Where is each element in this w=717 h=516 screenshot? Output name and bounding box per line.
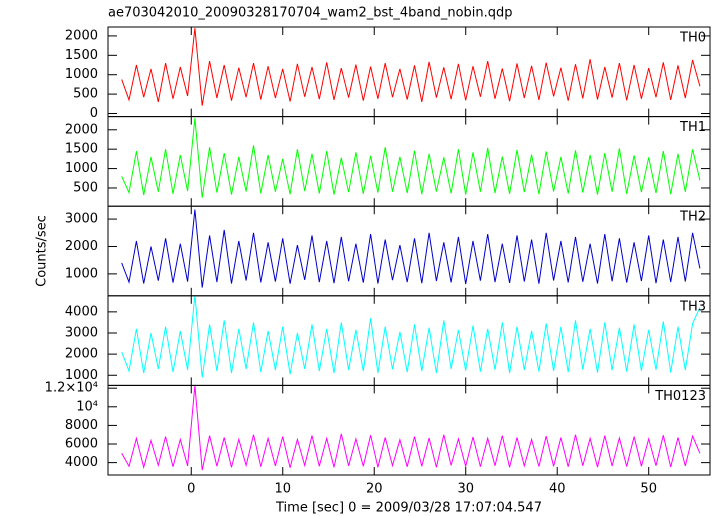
- panel-frame: [107, 26, 711, 118]
- y-tick-label: 1.2×10⁴: [45, 381, 98, 396]
- y-axis-label: Counts/sec: [35, 215, 50, 287]
- y-tick-label: 10⁴: [76, 399, 98, 414]
- panel-frame: [107, 295, 711, 386]
- y-tick-label: 4000: [65, 304, 98, 319]
- panel-frame: [107, 116, 711, 207]
- panel-label: TH2: [679, 210, 706, 225]
- y-tick-label: 2000: [65, 347, 98, 362]
- x-tick-label: 10: [274, 482, 291, 497]
- y-tick-label: 0: [90, 106, 98, 121]
- y-tick-label: 500: [73, 180, 98, 195]
- y-tick-label: 2000: [65, 28, 98, 43]
- x-tick-label: 40: [549, 482, 566, 497]
- x-tick-label: 30: [457, 482, 474, 497]
- panel-frame: [107, 384, 711, 476]
- x-tick-label: 20: [366, 482, 383, 497]
- y-tick-label: 1000: [65, 161, 98, 176]
- x-tick-label: 0: [187, 482, 195, 497]
- light-curve: [121, 28, 701, 106]
- y-tick-label: 2000: [65, 239, 98, 254]
- panel-label: TH0: [679, 31, 706, 46]
- light-curve: [121, 118, 701, 198]
- panel-label: TH3: [679, 299, 706, 314]
- y-tick-label: 6000: [65, 437, 98, 452]
- y-tick-label: 3000: [65, 212, 98, 227]
- x-axis-label: Time [sec] 0 = 2009/03/28 17:07:04.547: [275, 501, 542, 516]
- y-tick-label: 1000: [65, 67, 98, 82]
- panel-label: TH0123: [654, 389, 706, 404]
- y-tick-label: 2000: [65, 122, 98, 137]
- chart-title: ae703042010_20090328170704_wam2_bst_4ban…: [108, 6, 513, 21]
- y-tick-label: 1500: [65, 142, 98, 157]
- y-tick-label: 1000: [65, 266, 98, 281]
- y-tick-label: 3000: [65, 325, 98, 340]
- y-tick-label: 1000: [65, 368, 98, 383]
- y-tick-label: 4000: [65, 455, 98, 470]
- y-tick-label: 500: [73, 87, 98, 102]
- y-tick-label: 1500: [65, 48, 98, 63]
- light-curve: [121, 209, 701, 288]
- light-curve: [121, 385, 701, 471]
- x-tick-label: 50: [640, 482, 657, 497]
- light-curve: [121, 295, 701, 378]
- y-tick-label: 8000: [65, 418, 98, 433]
- panel-label: TH1: [679, 120, 706, 135]
